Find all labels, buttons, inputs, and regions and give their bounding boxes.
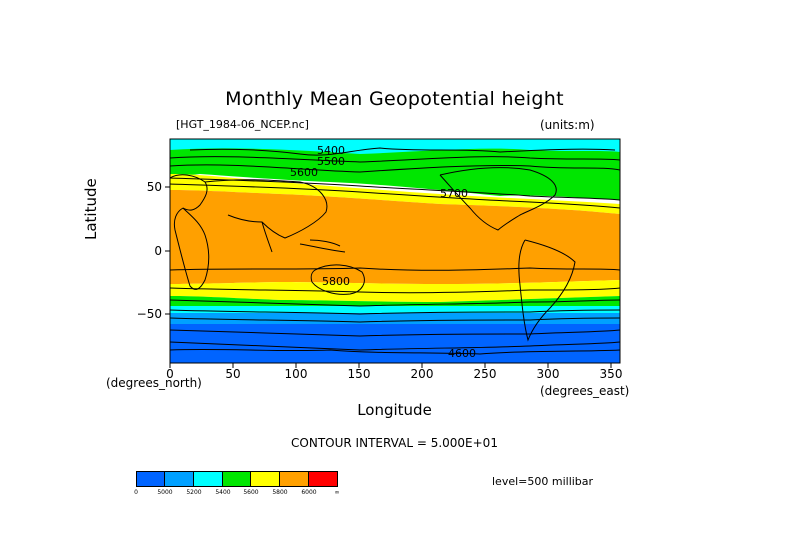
coast-indonesia <box>299 239 346 253</box>
contour-label: 5800 <box>322 275 350 288</box>
y-tick-label: 50 <box>147 180 162 194</box>
colorbar-tick-label: 5600 <box>243 489 259 496</box>
y-axis-label: Latitude <box>82 178 100 240</box>
coastlines <box>170 147 620 355</box>
x-tick-labels: 0 50 100 150 200 250 300 350 <box>166 367 622 381</box>
band-green-north <box>170 148 620 200</box>
colorbar-tick-labels: 0 5000 5200 5400 5600 5800 6000 ∞ <box>120 489 360 499</box>
x-tick-label: 350 <box>600 367 623 381</box>
contour-label: 4600 <box>448 347 476 360</box>
colorbar-tick-label: 5800 <box>272 489 288 496</box>
coast-india <box>261 221 273 253</box>
band-darkblue-south <box>170 324 620 363</box>
colorbar-frame <box>136 471 338 487</box>
x-tick-label: 200 <box>411 367 434 381</box>
colorbar-swatch <box>164 471 194 487</box>
y-tick-labels: 50 0 −50 <box>137 180 162 321</box>
y-tick-label: 0 <box>154 244 162 258</box>
contour-label: 5700 <box>440 187 468 200</box>
contour-label-group: 5400 5500 5600 5700 5800 4600 <box>290 144 476 360</box>
contour-label: 5400 <box>317 144 345 157</box>
band-lightblue-south <box>170 313 620 325</box>
contour-lines <box>170 156 620 351</box>
colorbar-tick-label: 6000 <box>301 489 317 496</box>
coast-antarctica <box>170 348 620 355</box>
colorbar-tick-label: 0 <box>134 489 138 496</box>
colorbar-tick-label: 5400 <box>215 489 231 496</box>
colorbar-swatch <box>251 471 281 487</box>
colorbar-swatch <box>193 471 223 487</box>
coast-europe <box>170 174 208 211</box>
axis-ticks <box>165 186 612 368</box>
coast-south-america <box>518 239 576 342</box>
colorbar <box>136 471 338 487</box>
x-units-note: (degrees_east) <box>540 384 630 398</box>
band-orange-tropics <box>170 190 620 284</box>
contour-interval-label: CONTOUR INTERVAL = 5.000E+01 <box>291 436 498 450</box>
coast-north-america <box>439 167 557 231</box>
height-bands <box>170 139 620 363</box>
colorbar-swatch <box>136 471 165 487</box>
x-tick-label: 150 <box>348 367 371 381</box>
x-axis-label: Longitude <box>357 401 432 419</box>
contour-label: 5500 <box>317 155 345 168</box>
y-units-note: (degrees_north) <box>106 376 202 390</box>
contour-label: 5600 <box>290 166 318 179</box>
colorbar-swatch <box>222 471 252 487</box>
coast-australia <box>310 264 365 295</box>
band-cyan-south <box>170 306 620 314</box>
plot-title: Monthly Mean Geopotential height <box>225 88 564 110</box>
band-yellow-south <box>170 280 620 302</box>
x-tick-label: 50 <box>225 367 240 381</box>
x-tick-label: 300 <box>537 367 560 381</box>
level-label: level=500 millibar <box>492 475 594 488</box>
colorbar-tick-label: ∞ <box>334 489 340 496</box>
x-tick-label: 250 <box>474 367 497 381</box>
x-tick-label: 100 <box>285 367 308 381</box>
colorbar-tick-label: 5200 <box>186 489 202 496</box>
colorbar-swatch <box>280 471 310 487</box>
coast-africa <box>173 207 210 290</box>
coast-asia <box>204 179 328 239</box>
x-tick-label: 0 <box>166 367 174 381</box>
coast-north-polar <box>189 147 616 156</box>
units-label: (units:m) <box>540 118 595 132</box>
y-tick-label: −50 <box>137 307 162 321</box>
dataset-filename: [HGT_1984-06_NCEP.nc] <box>176 118 309 131</box>
colorbar-tick-label: 5000 <box>157 489 173 496</box>
